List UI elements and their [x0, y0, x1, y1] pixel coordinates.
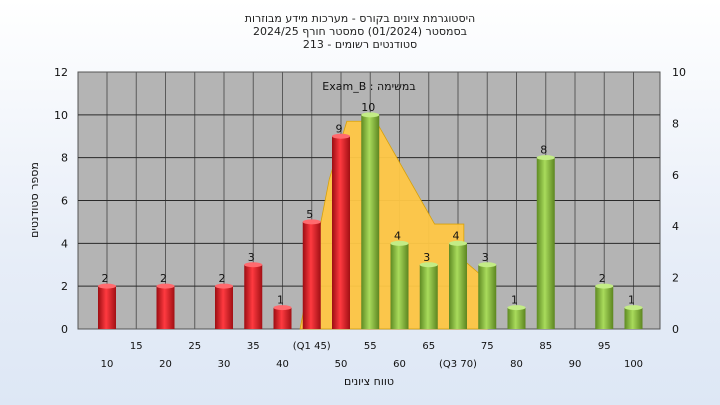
y-tick-label: 4: [61, 237, 68, 250]
data-label-70: 4: [453, 229, 460, 242]
bar-95-cap: [595, 283, 614, 289]
data-label-35: 3: [248, 251, 255, 264]
x-tick-label-bottom: 30: [218, 359, 231, 370]
y2-tick-label: 8: [672, 117, 679, 130]
data-label-80: 1: [511, 294, 518, 307]
y-tick-label: 0: [61, 323, 68, 336]
y-axis-label: מספר סטודנטים: [28, 162, 41, 238]
x-tick-label-top: (Q1 45): [293, 341, 331, 352]
chart-title-line-1: היסטוגרמת ציונים בקורס - מערכות מידע מבו…: [245, 12, 475, 25]
x-tick-label-top: 95: [598, 341, 611, 352]
x-tick-label-top: 25: [188, 341, 201, 352]
x-tick-label-bottom: 20: [159, 359, 172, 370]
data-label-60: 4: [394, 229, 401, 242]
x-tick-label-top: 35: [247, 341, 260, 352]
y2-axis-ticks: 0 2 4 6 8 10: [672, 66, 686, 336]
bar-40: [273, 307, 292, 329]
bar-75: [478, 264, 497, 329]
bar-20-cap: [156, 283, 175, 289]
data-label-45: 5: [306, 208, 313, 221]
x-tick-label-top: 15: [130, 341, 143, 352]
x-tick-label-bottom: 40: [276, 359, 289, 370]
bar-30-cap: [215, 283, 233, 289]
chart-title-line-3: 213 - סטודנטים רשומים: [303, 38, 417, 51]
y2-tick-label: 0: [672, 323, 679, 336]
bar-20: [156, 286, 175, 329]
bar-60: [390, 243, 409, 329]
data-label-40: 1: [277, 294, 284, 307]
bar-60-cap: [390, 240, 409, 246]
y2-tick-label: 6: [672, 169, 679, 182]
bar-85-cap: [536, 155, 555, 161]
bar-85: [536, 157, 555, 329]
y-axis-ticks: 0 2 4 6 8 10 12: [54, 66, 68, 336]
chart-title-line-2: בסמסטר (01/2024) סמסטר חורף 2024/25: [253, 25, 467, 38]
x-tick-label-bottom: 100: [624, 359, 643, 370]
x-tick-label-top: 85: [539, 341, 552, 352]
x-tick-label-bottom: 90: [569, 359, 582, 370]
x-tick-label-bottom: 50: [335, 359, 348, 370]
x-tick-label-bottom: 60: [393, 359, 406, 370]
exam-label: Exam_B : במשימה: [322, 80, 415, 93]
x-axis-label: טווח ציונים: [344, 375, 394, 388]
data-label-10: 2: [102, 272, 109, 285]
bar-30: [215, 286, 233, 329]
data-label-30: 2: [219, 272, 226, 285]
x-axis-ticks: 15 25 35 (Q1 45) 55 65 75 85 95 10 20 30 40 50 60 (Q3 7…: [101, 341, 643, 370]
y-tick-label: 6: [61, 195, 68, 208]
x-tick-label-bottom: (Q3 70): [439, 359, 477, 370]
bar-65-cap: [419, 262, 438, 268]
bar-55-cap: [361, 112, 380, 118]
data-labels-group: 2 2 2 3 1 5 9 10 4 3 4 3 1 8 2 1: [102, 101, 636, 307]
x-tick-label-bottom: 10: [101, 359, 114, 370]
bar-80: [507, 307, 526, 329]
data-label-95: 2: [599, 272, 606, 285]
y2-tick-label: 10: [672, 66, 686, 79]
y-tick-label: 10: [54, 109, 68, 122]
data-label-55: 10: [361, 101, 375, 114]
bar-45-cap: [302, 219, 321, 225]
bar-65: [419, 264, 438, 329]
bar-50-cap: [332, 133, 350, 139]
data-label-20: 2: [160, 272, 167, 285]
data-label-75: 3: [482, 251, 489, 264]
bar-70-cap: [449, 240, 467, 246]
x-tick-label-top: 65: [422, 341, 435, 352]
bar-40-cap: [273, 305, 292, 311]
bars-group: [98, 112, 643, 329]
bar-35: [244, 264, 263, 329]
y2-tick-label: 4: [672, 220, 679, 233]
bar-45: [302, 221, 321, 329]
y2-tick-label: 2: [672, 272, 679, 285]
data-label-65: 3: [423, 251, 430, 264]
bar-100: [624, 307, 643, 329]
bar-50: [332, 136, 350, 329]
y-tick-label: 8: [61, 152, 68, 165]
data-label-100: 1: [628, 294, 635, 307]
bar-55: [361, 114, 380, 329]
bar-80-cap: [507, 305, 526, 311]
y-tick-label: 12: [54, 66, 68, 79]
x-tick-label-top: 75: [481, 341, 494, 352]
bar-10: [98, 286, 116, 329]
bar-75-cap: [478, 262, 497, 268]
data-label-50: 9: [336, 122, 343, 135]
data-label-85: 8: [540, 144, 547, 157]
bar-70: [449, 243, 467, 329]
bar-35-cap: [244, 262, 263, 268]
x-tick-label-top: 55: [364, 341, 377, 352]
y-tick-label: 2: [61, 280, 68, 293]
bar-95: [595, 286, 614, 329]
x-tick-label-bottom: 80: [510, 359, 523, 370]
bar-100-cap: [624, 305, 643, 311]
bar-10-cap: [98, 283, 116, 289]
